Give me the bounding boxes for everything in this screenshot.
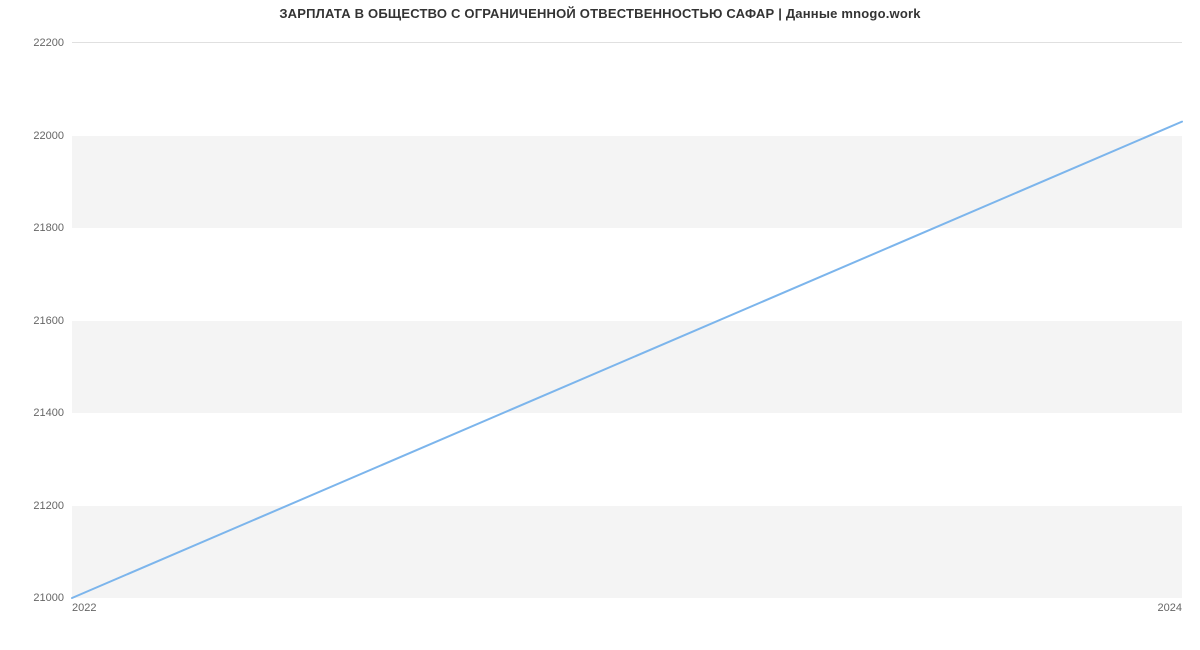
series-layer xyxy=(72,43,1182,598)
x-tick-label: 2024 xyxy=(1158,602,1182,614)
y-tick-label: 21200 xyxy=(33,500,64,512)
series-line-salary xyxy=(72,122,1182,598)
salary-line-chart: ЗАРПЛАТА В ОБЩЕСТВО С ОГРАНИЧЕННОЙ ОТВЕС… xyxy=(0,0,1200,650)
x-tick-label: 2022 xyxy=(72,602,96,614)
y-tick-label: 21600 xyxy=(33,315,64,327)
y-tick-label: 21800 xyxy=(33,222,64,234)
y-tick-label: 22200 xyxy=(33,37,64,49)
y-tick-label: 22000 xyxy=(33,130,64,142)
y-tick-label: 21400 xyxy=(33,407,64,419)
plot-area: 2100021200214002160021800220002220020222… xyxy=(72,42,1182,597)
chart-title: ЗАРПЛАТА В ОБЩЕСТВО С ОГРАНИЧЕННОЙ ОТВЕС… xyxy=(0,6,1200,21)
y-tick-label: 21000 xyxy=(33,592,64,604)
